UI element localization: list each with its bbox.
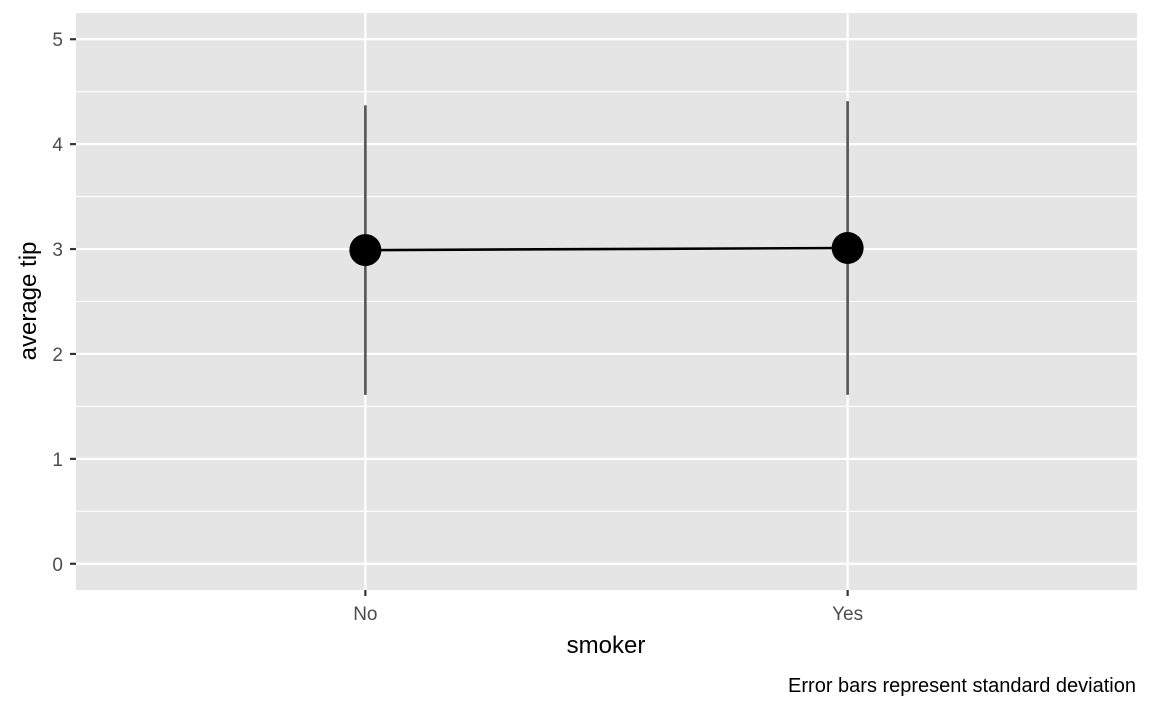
y-tick-label: 5 [52,30,63,51]
data-points [349,231,864,267]
y-tick-label: 3 [52,240,63,261]
data-point [349,234,382,267]
y-tick-label: 2 [52,345,63,366]
y-tick-label: 4 [52,135,63,156]
grid-minor [76,91,1137,512]
x-axis: No Yes [353,590,863,625]
y-axis-title: average tip [15,242,42,361]
data-point [831,231,864,264]
x-tick-label: Yes [832,604,863,625]
y-tick-label: 0 [52,555,63,576]
x-axis-title: smoker [567,632,646,659]
x-tick-label: No [353,604,377,625]
series-line [365,246,848,252]
y-axis: 0 1 2 3 4 5 [52,30,76,576]
grid-major [76,13,1137,590]
chart-caption: Error bars represent standard deviation [788,675,1136,697]
y-tick-label: 1 [52,450,63,471]
series-line-group [365,246,848,252]
